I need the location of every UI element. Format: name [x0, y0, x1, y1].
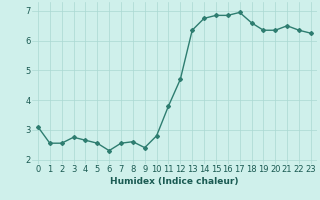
- X-axis label: Humidex (Indice chaleur): Humidex (Indice chaleur): [110, 177, 239, 186]
